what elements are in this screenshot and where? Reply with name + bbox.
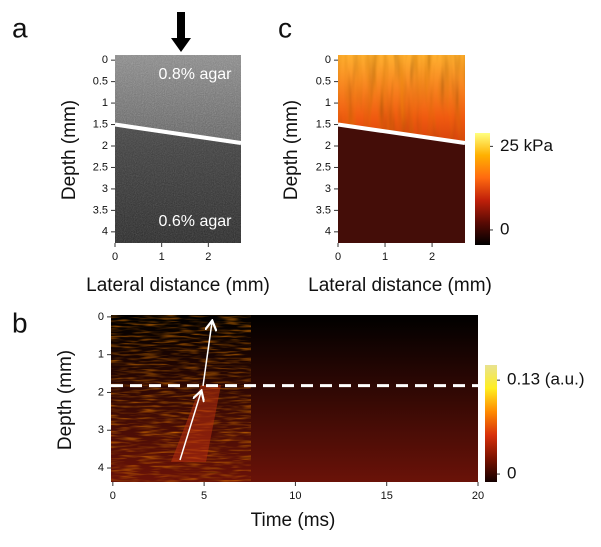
y-tick-label: 0.5 xyxy=(93,76,108,88)
speckle xyxy=(115,55,241,243)
x-axis-label: Time (ms) xyxy=(251,510,336,531)
arrow xyxy=(179,392,201,461)
y-tick-label: 1 xyxy=(325,97,331,109)
colorbar xyxy=(475,133,490,245)
panel-letter: c xyxy=(278,12,292,43)
colorbar xyxy=(485,365,497,482)
x-tick-label: 0 xyxy=(335,251,341,263)
lower-texture xyxy=(338,124,465,243)
x-axis-label: Lateral distance (mm) xyxy=(308,275,492,296)
y-tick-label: 1 xyxy=(102,97,108,109)
x-tick-label: 0 xyxy=(112,251,118,263)
arrow xyxy=(171,12,191,52)
y-tick-label: 1.5 xyxy=(316,118,331,130)
x-tick-label: 20 xyxy=(472,490,484,502)
lower-region xyxy=(338,124,465,243)
y-tick-label: 0.5 xyxy=(316,76,331,88)
colorbar-label: 0 xyxy=(500,219,509,238)
x-tick-label: 2 xyxy=(205,251,211,263)
y-tick-label: 3 xyxy=(325,183,331,195)
y-tick-label: 1 xyxy=(98,349,104,361)
y-tick-label: 2.5 xyxy=(93,161,108,173)
boundary-line xyxy=(337,122,466,145)
colorbar-label: 0 xyxy=(507,464,516,483)
y-tick-label: 2 xyxy=(102,140,108,152)
x-tick-label: 0 xyxy=(110,490,116,502)
arrow xyxy=(202,322,212,387)
y-tick-label: 4 xyxy=(325,226,331,238)
y-tick-label: 2 xyxy=(325,140,331,152)
x-tick-label: 1 xyxy=(382,251,388,263)
x-tick-label: 15 xyxy=(381,490,393,502)
y-tick-label: 3.5 xyxy=(316,204,331,216)
y-tick-label: 2.5 xyxy=(316,161,331,173)
boundary-line xyxy=(114,122,242,145)
y-tick-label: 0 xyxy=(98,311,104,323)
x-tick-label: 1 xyxy=(159,251,165,263)
wave-band xyxy=(171,385,221,462)
y-tick-label: 0 xyxy=(102,54,108,66)
panel-letter: a xyxy=(12,12,28,43)
colorbar-label: 0.13 (a.u.) xyxy=(507,370,585,389)
x-tick-label: 2 xyxy=(429,251,435,263)
colorbar-label: 25 kPa xyxy=(500,136,553,155)
y-tick-label: 2 xyxy=(98,386,104,398)
y-axis-label: Depth (mm) xyxy=(59,100,80,200)
lower-region xyxy=(115,124,241,243)
x-tick-label: 5 xyxy=(201,490,207,502)
y-axis-label: Depth (mm) xyxy=(55,350,76,450)
y-tick-label: 4 xyxy=(102,226,108,238)
y-tick-label: 0 xyxy=(325,54,331,66)
annotation: 0.6% agar xyxy=(159,213,233,230)
annotation: 0.8% agar xyxy=(159,66,233,83)
panel-letter: b xyxy=(12,307,28,338)
y-tick-label: 1.5 xyxy=(93,118,108,130)
y-tick-label: 3 xyxy=(102,183,108,195)
y-tick-label: 3 xyxy=(98,424,104,436)
y-tick-label: 4 xyxy=(98,462,104,474)
x-axis-label: Lateral distance (mm) xyxy=(86,275,270,296)
y-tick-label: 3.5 xyxy=(93,204,108,216)
x-tick-label: 10 xyxy=(289,490,301,502)
y-axis-label: Depth (mm) xyxy=(281,100,302,200)
